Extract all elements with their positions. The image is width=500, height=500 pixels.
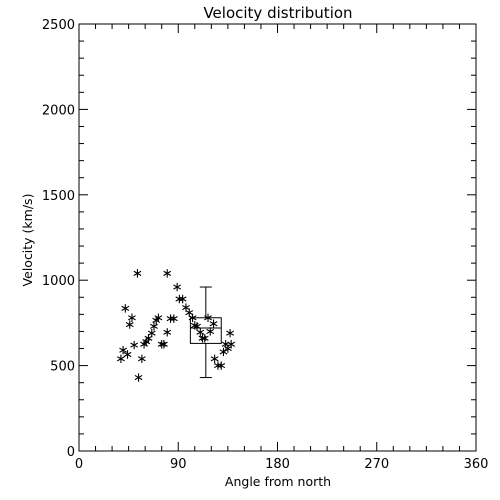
data-point <box>147 328 156 338</box>
data-point <box>123 350 132 359</box>
data-point <box>209 319 218 328</box>
data-point <box>200 334 209 343</box>
data-point <box>196 328 205 337</box>
data-point <box>227 340 236 349</box>
boxplot <box>189 286 222 379</box>
data-point <box>160 340 168 349</box>
data-point <box>119 346 128 355</box>
data-point <box>163 328 172 337</box>
data-point <box>125 320 134 329</box>
y-tick-label: 2000 <box>42 103 75 118</box>
data-point <box>134 373 143 382</box>
y-axis-label: Velocity (km/s) <box>20 194 35 287</box>
axis-tick-labels: 0 90 180 270 360 0 500 1000 1500 2000 2500 <box>42 18 489 472</box>
data-point <box>116 354 125 363</box>
data-points <box>116 269 236 382</box>
data-point <box>130 340 139 350</box>
data-point <box>226 328 234 338</box>
data-point <box>214 361 222 370</box>
y-tick-label: 2500 <box>42 18 75 33</box>
plot-frame <box>78 23 477 452</box>
data-point <box>217 361 226 370</box>
x-tick-label: 360 <box>464 457 489 472</box>
data-point <box>206 327 215 336</box>
data-point <box>163 269 172 278</box>
x-tick-label: 0 <box>75 457 83 472</box>
data-point <box>175 294 184 304</box>
x-axis-label: Angle from north <box>225 474 331 489</box>
data-point <box>178 294 187 304</box>
data-point <box>154 313 163 322</box>
axis-ticks <box>78 23 477 452</box>
y-tick-label: 1000 <box>42 274 75 289</box>
data-point <box>210 354 219 363</box>
y-tick-label: 0 <box>67 445 75 460</box>
y-tick-label: 500 <box>50 360 75 375</box>
data-point <box>133 269 142 278</box>
chart-title: Velocity distribution <box>203 4 352 22</box>
data-point <box>150 322 158 331</box>
x-tick-label: 270 <box>364 457 389 472</box>
data-point <box>219 347 228 357</box>
data-point <box>128 313 136 322</box>
y-tick-label: 1500 <box>42 189 75 204</box>
data-point <box>121 304 130 313</box>
data-point <box>169 314 178 323</box>
data-point <box>166 314 175 323</box>
x-tick-label: 90 <box>170 457 187 472</box>
x-tick-label: 180 <box>265 457 290 472</box>
data-point <box>173 282 182 292</box>
data-point <box>137 354 146 363</box>
